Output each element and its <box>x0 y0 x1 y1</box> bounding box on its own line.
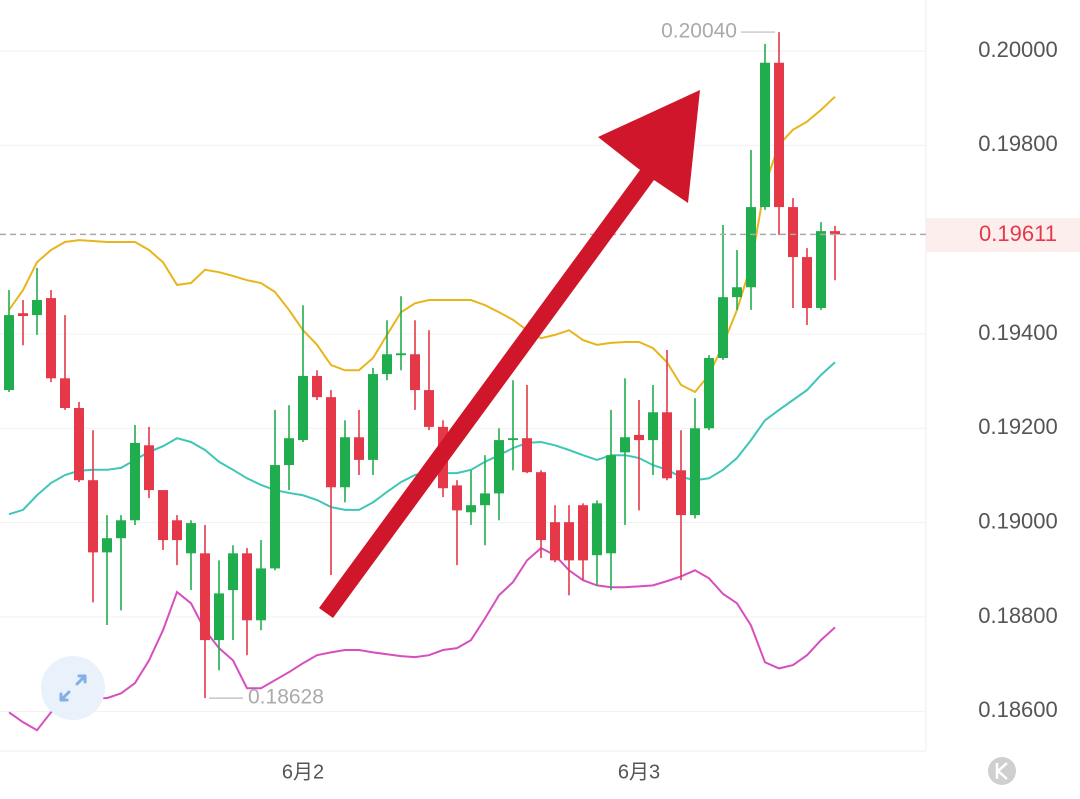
k-button[interactable] <box>988 757 1016 785</box>
candle-body <box>690 428 700 516</box>
candle-body <box>18 313 28 317</box>
candle-body <box>760 62 770 208</box>
candle-body <box>256 568 266 621</box>
candle-body <box>270 465 280 569</box>
candle-body <box>452 485 462 511</box>
candle-body <box>578 505 588 561</box>
candle-body <box>830 231 840 235</box>
candle-body <box>326 397 336 488</box>
candle-body <box>4 315 14 391</box>
candle-body <box>410 354 420 391</box>
y-tick-label: 0.18600 <box>978 697 1058 722</box>
band-line <box>8 95 836 394</box>
y-tick-label: 0.20000 <box>978 37 1058 62</box>
candle-body <box>718 297 728 359</box>
high-marker-label: 0.20040 <box>661 20 737 43</box>
grid <box>0 50 926 712</box>
candle-body <box>648 412 658 441</box>
candle-body <box>494 440 504 494</box>
price-tag-bg <box>926 218 1080 252</box>
candle-body <box>228 553 238 591</box>
candle-body <box>620 437 630 453</box>
candle-body <box>102 538 112 553</box>
x-tick-label: 6月3 <box>618 761 660 783</box>
trend-arrow <box>319 90 700 618</box>
y-tick-label: 0.19800 <box>978 131 1058 156</box>
candle-body <box>144 445 154 491</box>
candle-body <box>74 408 84 481</box>
candle-body <box>60 378 70 409</box>
low-marker-label: 0.18628 <box>248 686 324 709</box>
candle-body <box>634 434 644 441</box>
expand-button[interactable] <box>41 656 105 720</box>
candle-body <box>466 505 476 513</box>
y-tick-label: 0.19200 <box>978 414 1058 439</box>
candle-body <box>508 438 518 441</box>
candle-body <box>676 470 686 516</box>
candle-body <box>732 287 742 298</box>
candle-body <box>382 354 392 375</box>
band-line <box>8 546 836 732</box>
candle-body <box>186 523 196 554</box>
x-tick-label: 6月2 <box>282 761 324 783</box>
candle-body <box>88 480 98 553</box>
k-circle[interactable] <box>988 757 1016 785</box>
candle-body <box>396 353 406 356</box>
candle-body <box>522 438 532 473</box>
candle-body <box>424 390 434 427</box>
candle-body <box>46 298 56 379</box>
candle-body <box>536 472 546 541</box>
expand-circle[interactable] <box>41 656 105 720</box>
candle-body <box>592 503 602 556</box>
candle-body <box>788 207 798 258</box>
k-icon[interactable] <box>995 762 1008 780</box>
candle-body <box>746 207 756 288</box>
candle-body <box>704 358 714 429</box>
candle-body <box>172 520 182 541</box>
candle-body <box>200 553 210 641</box>
labels: 0.20000 0.19800 0.19400 0.19200 0.19000 0.188… <box>209 20 1058 783</box>
candle-body <box>662 412 672 479</box>
candle-body <box>242 553 252 621</box>
current-price-label: 0.19611 <box>979 221 1057 246</box>
candle-body <box>550 522 560 561</box>
candle-body <box>312 375 322 398</box>
candle-body <box>116 520 126 539</box>
candle-body <box>158 490 168 541</box>
candle-body <box>32 300 42 316</box>
y-tick-label: 0.19400 <box>978 320 1058 345</box>
candle-body <box>298 375 308 441</box>
candle-body <box>802 257 812 309</box>
candle-body <box>816 231 826 309</box>
candle-body <box>130 442 140 521</box>
candle-body <box>284 438 294 466</box>
y-tick-label: 0.18800 <box>978 603 1058 628</box>
candles <box>0 32 926 699</box>
expand-icon[interactable] <box>59 674 87 702</box>
candle-body <box>564 522 574 561</box>
candle-body <box>480 493 490 506</box>
candle-body <box>368 374 378 460</box>
y-tick-label: 0.19000 <box>978 508 1058 533</box>
candle-body <box>606 455 616 554</box>
candle-body <box>354 437 364 460</box>
candle-body <box>774 62 784 208</box>
candle-body <box>214 593 224 641</box>
candle-body <box>340 437 350 488</box>
